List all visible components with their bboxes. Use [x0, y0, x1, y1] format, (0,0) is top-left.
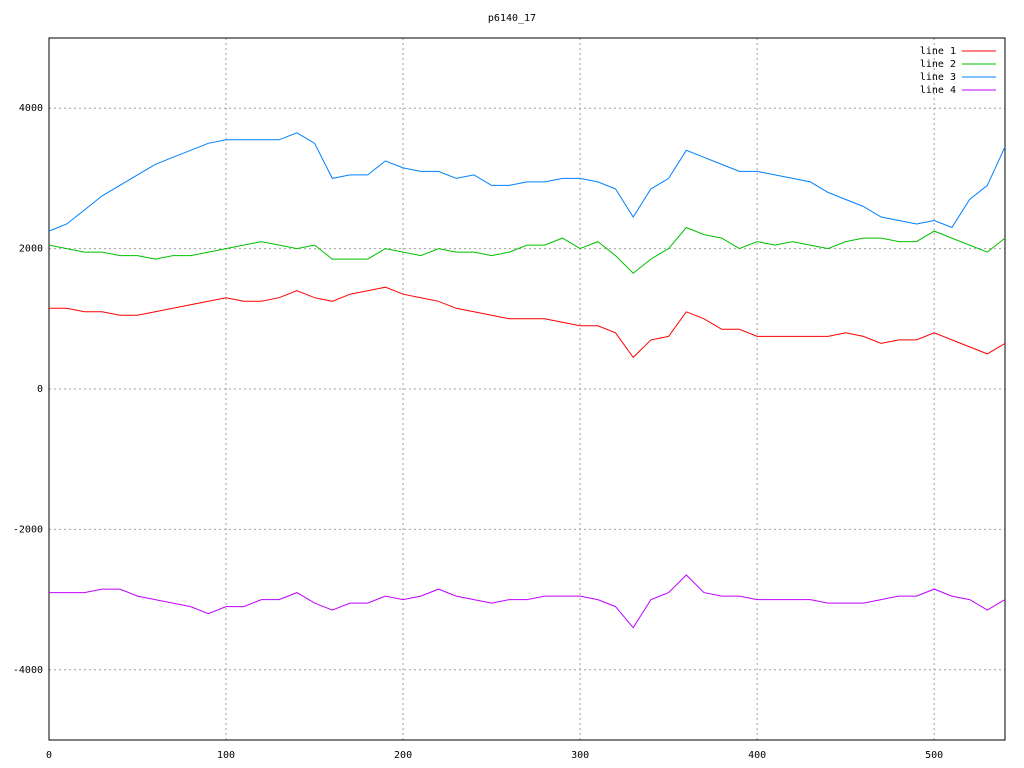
legend-label: line 1	[920, 46, 956, 57]
y-tick-label: -2000	[13, 524, 43, 535]
legend-label: line 3	[920, 72, 956, 83]
x-tick-label: 200	[394, 750, 412, 761]
y-tick-label: 4000	[19, 103, 43, 114]
x-tick-label: 300	[571, 750, 589, 761]
series-line	[48, 132, 1006, 232]
series-line	[49, 574, 1006, 629]
x-tick-label: 100	[217, 750, 235, 761]
chart-title: p6140_17	[488, 13, 536, 24]
series-line	[49, 286, 1006, 359]
x-tick-label: 500	[925, 750, 943, 761]
x-tick-label: 400	[748, 750, 766, 761]
x-tick-label: 0	[46, 750, 52, 761]
y-tick-label: -4000	[13, 665, 43, 676]
y-tick-label: 2000	[19, 244, 43, 255]
plot-border	[48, 37, 1006, 741]
legend-label: line 2	[920, 59, 956, 70]
y-tick-label: 0	[37, 384, 43, 395]
legend-label: line 4	[920, 85, 956, 96]
series-line	[48, 226, 1006, 274]
